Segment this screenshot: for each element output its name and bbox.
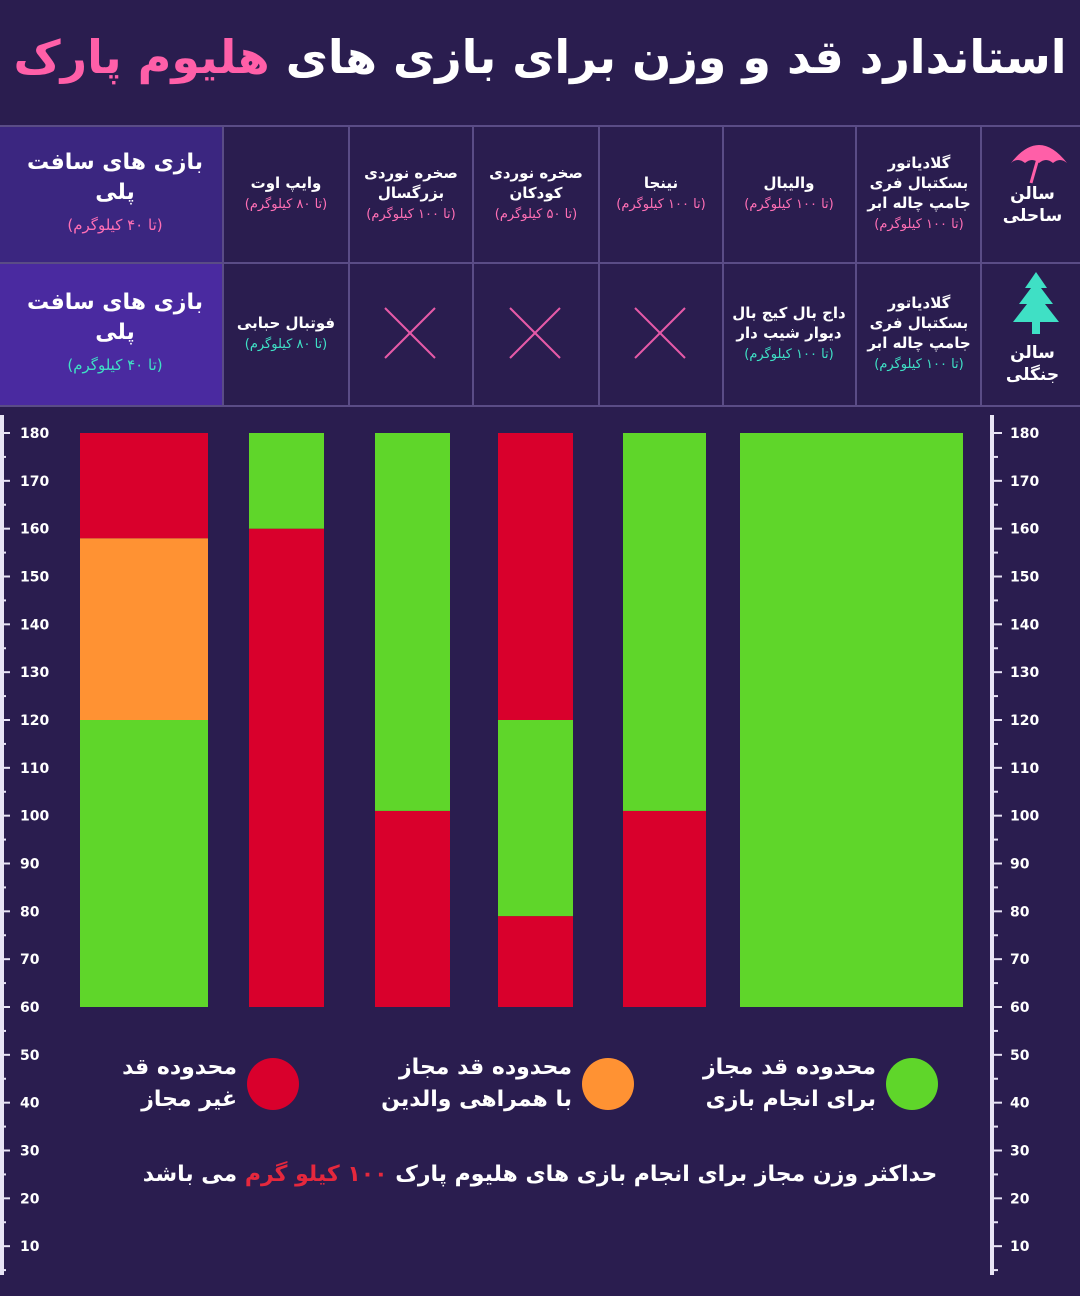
y-tick-label-left: 90 [20, 857, 40, 873]
y-tick-label-left: 50 [20, 1048, 40, 1064]
ruler-right [990, 415, 994, 1275]
bar-segment-climbing-adult-not-allowed [375, 810, 450, 1007]
header-cell-r1-ninja: نینجا (تا ۱۰۰ کیلوگرم) [616, 174, 706, 212]
y-tick-label-left: 70 [20, 952, 40, 968]
y-tick-label-right: 50 [1010, 1048, 1030, 1064]
y-tick-label-left: 100 [20, 809, 49, 825]
y-tick-label-left: 80 [20, 904, 40, 920]
umbrella-icon [1011, 145, 1067, 184]
page-title: استاندارد قد و وزن برای بازی های هلیوم پ… [0, 30, 1080, 84]
y-tick-label-left: 10 [20, 1239, 40, 1255]
tree-icon [1013, 272, 1059, 334]
salon-label-beach: سالن ساحلی [1002, 184, 1063, 226]
grid-vline [348, 125, 350, 405]
bar-segment-ninja-not-allowed [623, 810, 706, 1007]
y-tick-label-left: 160 [20, 522, 49, 538]
legend-dot-parent [582, 1058, 634, 1110]
y-tick-label-right: 150 [1010, 570, 1039, 586]
y-tick-label-right: 130 [1010, 665, 1039, 681]
header-cell-r2-gladiator: گلادیاتور بسکتبال فری جامپ چاله ابر (تا … [867, 294, 971, 372]
grid-vline [722, 125, 724, 405]
y-tick-label-left: 150 [20, 570, 49, 586]
y-tick-label-right: 90 [1010, 857, 1030, 873]
y-tick-label-right: 10 [1010, 1239, 1030, 1255]
header-cell-r1-gladiator: گلادیاتور بسکتبال فری جامپ چاله ابر (تا … [867, 154, 971, 232]
legend-parent: محدوده قد مجاز با همراهی والدین [381, 1055, 572, 1112]
y-tick-label-right: 100 [1010, 809, 1039, 825]
bar-segment-climbing-kids-not-allowed [498, 916, 573, 1007]
y-tick-label-left: 170 [20, 474, 49, 490]
grid-vline [855, 125, 857, 405]
header-cell-r1-softplay: بازی های سافت پلی (تا ۴۰ کیلوگرم) [27, 150, 203, 234]
grid-line-bottom [0, 405, 1080, 407]
header-cell-r2-dodgeball: داج بال کیج بال دیوار شیب دار (تا ۱۰۰ کی… [732, 304, 846, 362]
not-available-icon [509, 307, 561, 359]
grid-vline [222, 125, 224, 405]
y-tick-label-left: 20 [20, 1191, 40, 1207]
not-available-icon [634, 307, 686, 359]
ruler-left [0, 415, 4, 1275]
grid-vline [472, 125, 474, 405]
bar-segment-wipeout-not-allowed [249, 528, 324, 1007]
y-tick-label-left: 140 [20, 617, 49, 633]
y-tick-label-right: 70 [1010, 952, 1030, 968]
y-tick-label-right: 20 [1010, 1191, 1030, 1207]
height-chart: 10 10 20 20 30 30 40 40 50 50 60 60 70 70 80 80 90 90 100 1… [0, 415, 1039, 1275]
legend-dot-allowed [886, 1058, 938, 1110]
legend-dot-not-allowed [247, 1058, 299, 1110]
bar-segment-soft-play-parent [80, 538, 208, 720]
grid-line-middle [0, 262, 1080, 264]
y-tick-label-right: 110 [1010, 761, 1039, 777]
y-tick-label-right: 170 [1010, 474, 1039, 490]
y-tick-label-right: 160 [1010, 522, 1039, 538]
y-tick-label-right: 60 [1010, 1000, 1030, 1016]
y-tick-label-right: 120 [1010, 713, 1039, 729]
footer-note: حداکثر وزن مجاز برای انجام بازی های هلیو… [142, 1162, 938, 1187]
y-tick-label-right: 140 [1010, 617, 1039, 633]
bar-segment-ninja-allowed [623, 433, 706, 811]
y-tick-label-left: 40 [20, 1096, 40, 1112]
bar-segment-climbing-kids-allowed [498, 720, 573, 917]
y-tick-label-left: 120 [20, 713, 49, 729]
grid-line-top [0, 125, 1080, 127]
header-cell-r1-climbing-kids: صخره نوردی کودکان (تا ۵۰ کیلوگرم) [489, 164, 583, 222]
salon-label-jungle: سالن جنگلی [1005, 343, 1060, 385]
bar-segment-climbing-adult-allowed [375, 433, 450, 811]
y-tick-label-left: 130 [20, 665, 49, 681]
y-tick-label-right: 80 [1010, 904, 1030, 920]
not-available-icon [384, 307, 436, 359]
y-tick-label-right: 40 [1010, 1096, 1030, 1112]
header-cell-r2-softplay: بازی های سافت پلی (تا ۴۰ کیلوگرم) [27, 290, 203, 374]
grid-vline [980, 125, 982, 405]
y-tick-label-right: 180 [1010, 426, 1039, 442]
header-cell-r1-volleyball: والیبال (تا ۱۰۰ کیلوگرم) [744, 174, 834, 212]
y-tick-label-left: 180 [20, 426, 49, 442]
bar-segment-soft-play-allowed [80, 720, 208, 1007]
legend-allowed: محدوده قد مجاز برای انجام بازی [703, 1055, 876, 1112]
y-tick-label-left: 30 [20, 1144, 40, 1160]
header-cell-r1-climbing-adult: صخره نوردی بزرگسال (تا ۱۰۰ کیلوگرم) [364, 164, 458, 222]
bar-segment-gladiator-allowed [740, 433, 963, 1007]
bar-segment-climbing-kids-not-allowed [498, 433, 573, 720]
title-main: استاندارد قد و وزن برای بازی های [285, 30, 1067, 84]
header-cell-r2-bubble-football: فوتبال حبابی (تا ۸۰ کیلوگرم) [236, 314, 336, 352]
header-cell-r1-wipeout: وایپ اوت (تا ۸۰ کیلوگرم) [244, 174, 328, 212]
bar-segment-soft-play-not-allowed [80, 433, 208, 539]
y-tick-label-left: 60 [20, 1000, 40, 1016]
legend-not-allowed: محدوده قد غیر مجاز [122, 1055, 237, 1112]
grid-vline [598, 125, 600, 405]
y-tick-label-right: 30 [1010, 1144, 1030, 1160]
softplay-header-bg-2 [0, 262, 222, 405]
title-brand: هلیوم پارک [13, 30, 270, 84]
bar-segment-wipeout-allowed [249, 433, 324, 529]
y-tick-label-left: 110 [20, 761, 49, 777]
